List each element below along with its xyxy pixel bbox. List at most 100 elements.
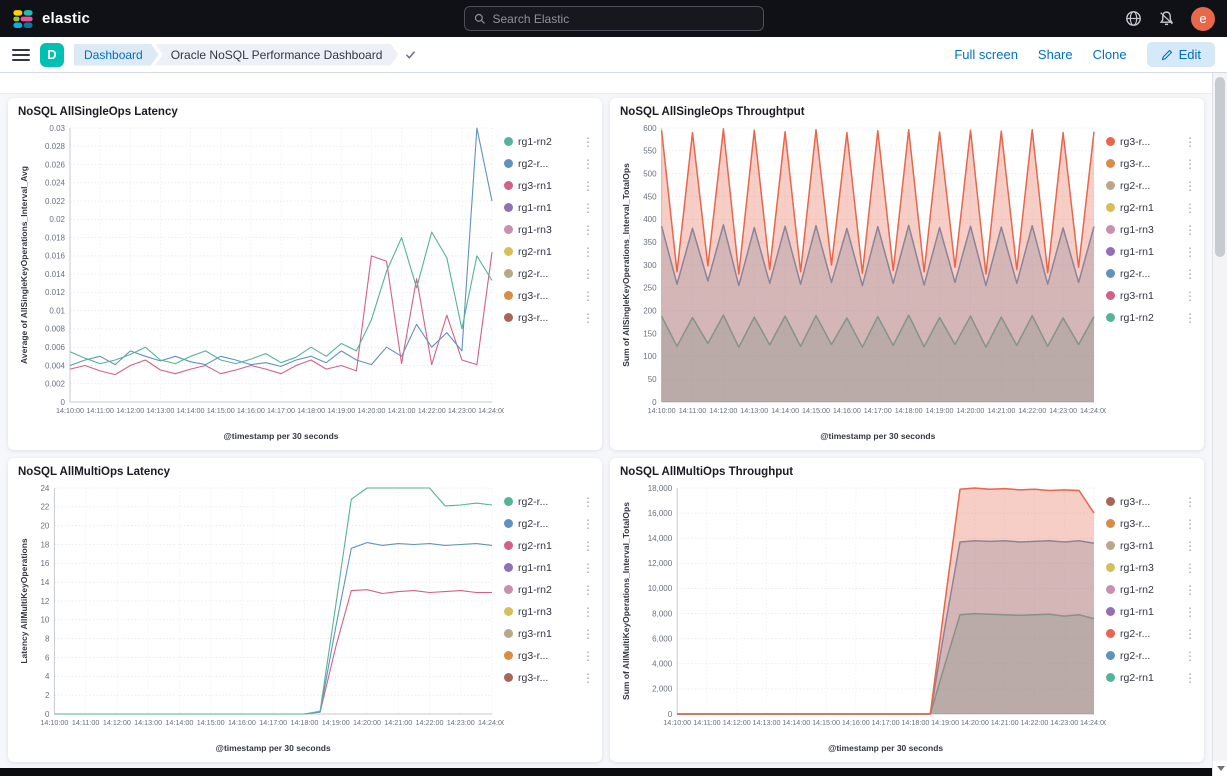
legend-item[interactable]: rg2-rn1 ⋮ [1106, 668, 1194, 687]
legend-menu-icon[interactable]: ⋮ [582, 266, 592, 281]
legend-item[interactable]: rg3-rn1 ⋮ [504, 176, 592, 195]
legend-menu-icon[interactable]: ⋮ [582, 200, 592, 215]
svg-text:0.02: 0.02 [49, 215, 65, 224]
legend-menu-icon[interactable]: ⋮ [582, 516, 592, 531]
legend-item[interactable]: rg1-rn1 ⋮ [504, 198, 592, 217]
legend-item[interactable]: rg3-r... ⋮ [1106, 514, 1194, 533]
legend-menu-icon[interactable]: ⋮ [1184, 222, 1194, 237]
alerts-icon[interactable] [1158, 10, 1175, 27]
throughput-singleops-chart[interactable]: 0 50 100 150 200 250 300 350 400 450 500 550 600 14:1… [620, 120, 1106, 442]
legend-menu-icon[interactable]: ⋮ [582, 310, 592, 325]
legend-item[interactable]: rg2-rn1 ⋮ [504, 536, 592, 555]
app-header: elastic e [0, 0, 1227, 37]
legend-menu-icon[interactable]: ⋮ [1184, 156, 1194, 171]
scroll-down-button[interactable] [1213, 761, 1227, 776]
legend-menu-icon[interactable]: ⋮ [1184, 134, 1194, 149]
legend-menu-icon[interactable]: ⋮ [582, 604, 592, 619]
legend-item[interactable]: rg3-rn1 ⋮ [1106, 536, 1194, 555]
latency-singleops-chart[interactable]: 0 0.002 0.004 0.006 0.008 0.01 0.012 0.014 0.016… [18, 120, 504, 442]
svg-text:24: 24 [40, 484, 49, 493]
scrollbar-thumb[interactable] [1215, 77, 1225, 257]
legend-menu-icon[interactable]: ⋮ [582, 244, 592, 259]
legend-item[interactable]: rg2-r... ⋮ [504, 492, 592, 511]
legend-item[interactable]: rg1-rn3 ⋮ [504, 602, 592, 621]
edit-button[interactable]: Edit [1146, 42, 1215, 67]
legend-item[interactable]: rg2-r... ⋮ [504, 264, 592, 283]
legend-item[interactable]: rg3-r... ⋮ [504, 668, 592, 687]
elastic-home-link[interactable]: elastic [12, 8, 90, 30]
legend-menu-icon[interactable]: ⋮ [582, 288, 592, 303]
legend-menu-icon[interactable]: ⋮ [1184, 560, 1194, 575]
legend-menu-icon[interactable]: ⋮ [1184, 670, 1194, 685]
legend-menu-icon[interactable]: ⋮ [1184, 494, 1194, 509]
legend-series-label: rg1-rn2 [1120, 311, 1154, 324]
throughput-multiops-chart[interactable]: 0 2,000 4,000 6,000 8,000 10,000 12,000 14,000 1… [620, 480, 1106, 754]
legend-item[interactable]: rg1-rn3 ⋮ [504, 220, 592, 239]
legend-menu-icon[interactable]: ⋮ [582, 648, 592, 663]
share-button[interactable]: Share [1037, 47, 1073, 62]
legend-menu-icon[interactable]: ⋮ [582, 134, 592, 149]
legend-menu-icon[interactable]: ⋮ [1184, 538, 1194, 553]
legend-item[interactable]: rg3-r... ⋮ [1106, 154, 1194, 173]
legend-item[interactable]: rg3-r... ⋮ [504, 308, 592, 327]
legend-menu-icon[interactable]: ⋮ [582, 582, 592, 597]
legend-series-dot [504, 269, 513, 278]
legend-menu-icon[interactable]: ⋮ [582, 538, 592, 553]
legend-item[interactable]: rg2-r... ⋮ [1106, 624, 1194, 643]
legend-item[interactable]: rg2-rn1 ⋮ [1106, 198, 1194, 217]
legend-menu-icon[interactable]: ⋮ [1184, 648, 1194, 663]
breadcrumb-dashboard[interactable]: Dashboard [74, 44, 159, 66]
legend-item[interactable]: rg1-rn2 ⋮ [504, 580, 592, 599]
full-screen-button[interactable]: Full screen [954, 47, 1018, 62]
legend-menu-icon[interactable]: ⋮ [582, 156, 592, 171]
legend-menu-icon[interactable]: ⋮ [582, 222, 592, 237]
legend-menu-icon[interactable]: ⋮ [582, 560, 592, 575]
legend-item[interactable]: rg1-rn2 ⋮ [504, 132, 592, 151]
legend-menu-icon[interactable]: ⋮ [1184, 266, 1194, 281]
legend-item[interactable]: rg1-rn3 ⋮ [1106, 558, 1194, 577]
legend-menu-icon[interactable]: ⋮ [1184, 626, 1194, 641]
legend-item[interactable]: rg3-r... ⋮ [504, 286, 592, 305]
user-avatar[interactable]: e [1191, 6, 1215, 31]
global-search[interactable] [463, 6, 764, 31]
search-input[interactable] [492, 11, 754, 26]
legend-menu-icon[interactable]: ⋮ [1184, 604, 1194, 619]
space-badge[interactable]: D [40, 42, 64, 67]
legend-item[interactable]: rg3-rn1 ⋮ [1106, 286, 1194, 305]
legend-item[interactable]: rg1-rn1 ⋮ [1106, 242, 1194, 261]
legend-item[interactable]: rg2-r... ⋮ [1106, 176, 1194, 195]
legend-menu-icon[interactable]: ⋮ [582, 670, 592, 685]
legend-item[interactable]: rg2-r... ⋮ [504, 154, 592, 173]
vertical-scrollbar[interactable] [1212, 73, 1227, 776]
menu-button[interactable] [12, 48, 30, 61]
legend-item[interactable]: rg1-rn1 ⋮ [504, 558, 592, 577]
legend-menu-icon[interactable]: ⋮ [1184, 310, 1194, 325]
legend-menu-icon[interactable]: ⋮ [582, 178, 592, 193]
clone-button[interactable]: Clone [1092, 47, 1127, 62]
legend-item[interactable]: rg1-rn3 ⋮ [1106, 220, 1194, 239]
legend-item[interactable]: rg2-r... ⋮ [1106, 264, 1194, 283]
legend-menu-icon[interactable]: ⋮ [582, 494, 592, 509]
globe-icon[interactable] [1125, 10, 1142, 27]
legend-menu-icon[interactable]: ⋮ [582, 626, 592, 641]
legend-item[interactable]: rg2-r... ⋮ [1106, 646, 1194, 665]
legend-menu-icon[interactable]: ⋮ [1184, 178, 1194, 193]
legend-item[interactable]: rg2-r... ⋮ [504, 514, 592, 533]
legend-item[interactable]: rg1-rn2 ⋮ [1106, 308, 1194, 327]
legend-menu-icon[interactable]: ⋮ [1184, 516, 1194, 531]
legend-item[interactable]: rg3-r... ⋮ [1106, 132, 1194, 151]
legend-item[interactable]: rg2-rn1 ⋮ [504, 242, 592, 261]
legend-item[interactable]: rg3-r... ⋮ [504, 646, 592, 665]
legend-menu-icon[interactable]: ⋮ [1184, 200, 1194, 215]
legend-series-label: rg1-rn1 [518, 201, 552, 214]
svg-text:14:23:00: 14:23:00 [447, 718, 475, 727]
legend-menu-icon[interactable]: ⋮ [1184, 582, 1194, 597]
legend-item[interactable]: rg3-rn1 ⋮ [504, 624, 592, 643]
legend-menu-icon[interactable]: ⋮ [1184, 288, 1194, 303]
legend-item[interactable]: rg1-rn2 ⋮ [1106, 580, 1194, 599]
legend-item[interactable]: rg1-rn1 ⋮ [1106, 602, 1194, 621]
legend-item[interactable]: rg3-r... ⋮ [1106, 492, 1194, 511]
legend-menu-icon[interactable]: ⋮ [1184, 244, 1194, 259]
svg-text:14:22:00: 14:22:00 [418, 406, 446, 415]
